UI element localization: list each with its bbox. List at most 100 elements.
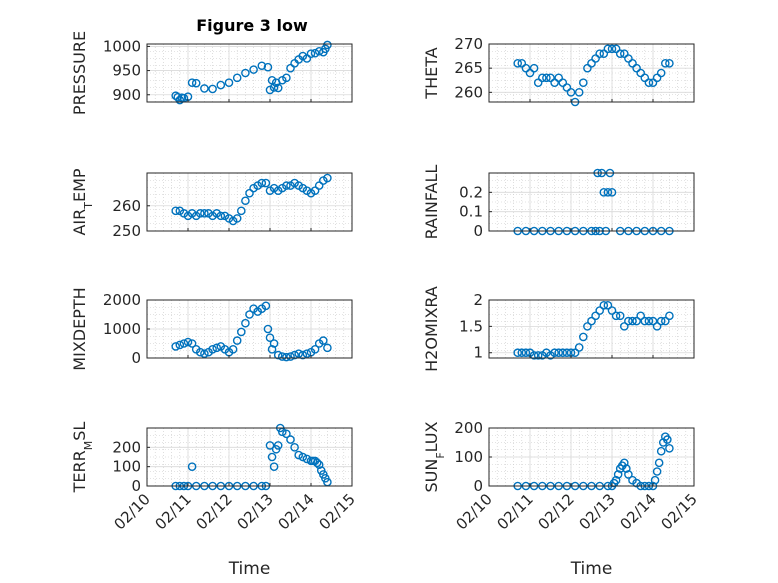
- data-point: [298, 350, 308, 360]
- data-point: [562, 348, 572, 358]
- data-point: [652, 467, 662, 476]
- subplot-3: 250 260 AIRTEMP: [70, 168, 353, 240]
- data-point: [269, 339, 279, 348]
- axes-box: [146, 172, 353, 232]
- data-point: [513, 59, 523, 68]
- data-point: [665, 443, 674, 453]
- data-point: [282, 429, 291, 439]
- data-point: [603, 188, 613, 197]
- data-point: [583, 322, 592, 331]
- data-point: [208, 84, 217, 94]
- subplot-5: 0 1000 2000 MIXDEPTH: [70, 287, 353, 371]
- x-axis-label: Time: [228, 559, 271, 579]
- axes-box: [488, 43, 695, 103]
- data-point: [661, 316, 670, 326]
- data-point: [261, 178, 271, 188]
- data-point: [241, 318, 250, 328]
- y-tick-label: 0: [473, 222, 483, 240]
- data-point: [261, 301, 271, 311]
- data-point: [558, 348, 568, 358]
- data-point: [620, 458, 629, 468]
- data-point: [273, 441, 283, 450]
- data-point: [306, 49, 316, 58]
- data-point: [615, 49, 625, 58]
- subplot-2: 260 265 270 THETA: [422, 35, 695, 107]
- data-point: [200, 349, 209, 358]
- data-point: [579, 78, 588, 87]
- data-point: [195, 347, 205, 357]
- data-point: [290, 350, 299, 360]
- subplot-6: 1 1.5 2 H2OMIXRA: [422, 286, 695, 372]
- data-point: [607, 306, 617, 315]
- data-point: [191, 78, 201, 88]
- data-point: [570, 348, 580, 358]
- data-point: [236, 327, 246, 337]
- y-tick-label: 260: [112, 197, 141, 215]
- data-point: [538, 73, 547, 83]
- data-point: [595, 306, 605, 315]
- y-tick-label: 0: [131, 349, 141, 367]
- data-point: [282, 181, 291, 190]
- data-point: [521, 348, 531, 358]
- data-point: [302, 349, 312, 358]
- data-point: [665, 311, 674, 321]
- data-point: [648, 316, 658, 326]
- data-point: [200, 209, 209, 218]
- data-point: [241, 196, 250, 206]
- data-point: [294, 349, 304, 358]
- x-tick-label: 02/15: [658, 490, 701, 533]
- data-point: [195, 209, 205, 218]
- data-point: [654, 458, 664, 468]
- data-point: [650, 475, 660, 485]
- y-tick-label: 250: [112, 222, 141, 240]
- y-tick-label: 950: [112, 62, 141, 80]
- data-point: [607, 188, 617, 197]
- axes-box: [146, 427, 353, 487]
- data-point: [265, 333, 275, 343]
- data-point: [595, 49, 605, 58]
- y-tick-label: 0.1: [459, 203, 483, 221]
- data-point: [314, 181, 324, 190]
- data-point: [632, 316, 641, 326]
- data-point: [257, 61, 267, 71]
- data-point: [644, 78, 654, 87]
- x-axis-label: Time: [570, 559, 613, 579]
- data-point: [603, 44, 613, 54]
- subplot-4: 00.1 0.2 RAINFALL: [422, 165, 695, 240]
- data-point: [310, 48, 320, 58]
- data-point: [263, 62, 273, 72]
- data-point: [615, 311, 625, 321]
- x-tick-label: 02/12: [535, 490, 578, 533]
- data-point: [517, 348, 527, 358]
- data-point: [533, 351, 543, 360]
- data-point: [183, 337, 193, 347]
- data-point: [212, 343, 221, 353]
- data-point: [269, 462, 279, 471]
- data-point: [661, 59, 670, 68]
- subplot-1: 900 950 1000 PRESSURE: [70, 31, 353, 115]
- data-point: [656, 446, 666, 456]
- y-axis-label: AIRTEMP: [70, 168, 95, 235]
- y-tick-label: 270: [454, 35, 483, 53]
- y-tick-label: 100: [454, 448, 483, 466]
- data-point: [566, 88, 576, 97]
- y-tick-label: 0: [473, 477, 483, 495]
- data-point: [636, 311, 646, 321]
- data-point: [200, 84, 209, 93]
- x-tick-label: 02/14: [617, 490, 660, 533]
- data-point: [542, 73, 551, 83]
- y-tick-label: 1.5: [459, 317, 483, 335]
- y-tick-label: 100: [112, 458, 141, 476]
- data-point: [513, 348, 523, 358]
- x-tick-label: 02/12: [193, 490, 236, 533]
- data-point: [656, 68, 666, 78]
- data-point: [216, 80, 226, 90]
- y-tick-label: 1000: [103, 320, 141, 338]
- y-axis-label: PRESSURE: [70, 31, 89, 115]
- data-point: [187, 462, 197, 471]
- y-tick-label: 900: [112, 86, 141, 104]
- y-tick-label: 1000: [103, 37, 141, 55]
